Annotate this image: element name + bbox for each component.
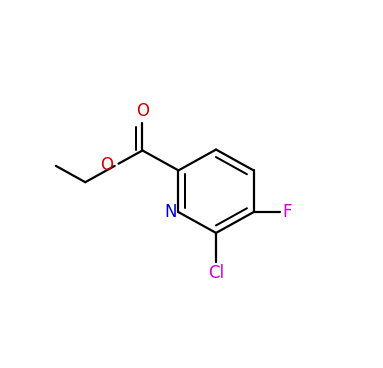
Text: F: F — [282, 203, 291, 221]
Text: O: O — [100, 156, 113, 174]
Text: O: O — [136, 102, 149, 120]
Text: N: N — [164, 203, 177, 221]
Text: Cl: Cl — [208, 265, 224, 283]
